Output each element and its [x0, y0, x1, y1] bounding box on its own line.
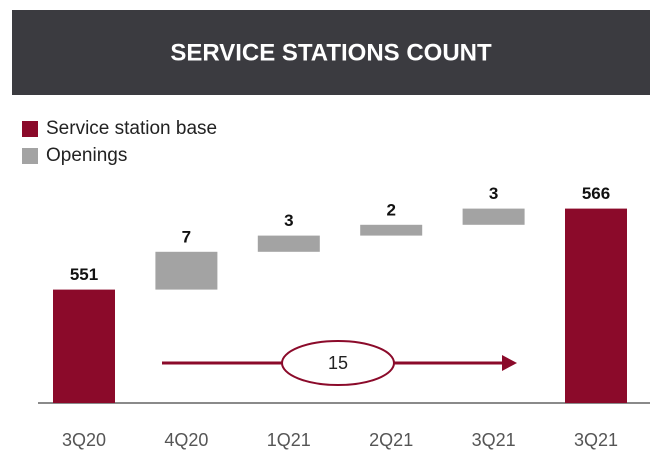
annotation-bubble — [281, 340, 395, 386]
chart-title: SERVICE STATIONS COUNT — [170, 39, 492, 66]
value-label: 2 — [386, 200, 395, 219]
base-bar — [53, 289, 115, 403]
legend-label: Openings — [46, 145, 127, 166]
x-tick-label: 4Q20 — [164, 430, 208, 450]
legend-label: Service station base — [46, 118, 217, 139]
value-label: 566 — [582, 184, 610, 203]
legend-swatch — [22, 121, 38, 137]
x-tick-label: 3Q20 — [62, 430, 106, 450]
title-bar — [12, 10, 650, 95]
value-label: 3 — [284, 211, 293, 230]
x-tick-label: 1Q21 — [267, 430, 311, 450]
opening-bar — [155, 251, 218, 290]
x-tick-label: 3Q21 — [574, 430, 618, 450]
annotation: 15 — [328, 353, 348, 373]
value-label: 551 — [70, 265, 98, 284]
x-tick-label: 3Q21 — [472, 430, 516, 450]
opening-bar — [257, 235, 320, 252]
value-label: 3 — [489, 184, 498, 203]
legend-swatch — [22, 148, 38, 164]
opening-bar — [360, 224, 423, 236]
opening-bar — [462, 208, 525, 225]
base-bar — [565, 208, 627, 403]
x-tick-label: 2Q21 — [369, 430, 413, 450]
arrow-head — [502, 355, 517, 371]
value-label: 7 — [182, 227, 191, 246]
